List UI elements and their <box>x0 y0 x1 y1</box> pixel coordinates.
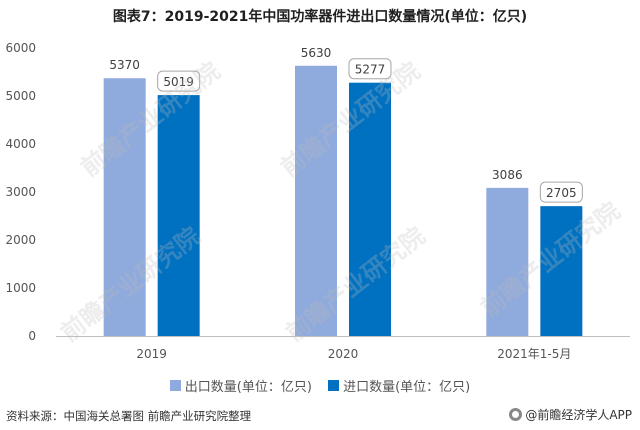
bar-export <box>486 187 529 336</box>
data-label-box <box>157 70 201 92</box>
data-label-export: 5370 <box>109 58 140 72</box>
bar-export <box>103 78 146 337</box>
y-tick-label: 5000 <box>5 89 36 103</box>
chart-title: 图表7：2019-2021年中国功率器件进出口数量情况(单位：亿只) <box>112 9 528 25</box>
legend-label-export: 出口数量(单位：亿只) <box>184 380 312 395</box>
data-label-import: 5019 <box>163 75 194 89</box>
y-tick-label: 3000 <box>5 185 36 199</box>
x-tick-label: 2020 <box>328 347 359 361</box>
bar-export <box>295 65 337 336</box>
legend-item-export: 出口数量(单位：亿只) <box>169 376 312 395</box>
source-note: 资料来源：中国海关总署图 前瞻产业研究院整理 <box>6 409 252 423</box>
legend-label-import: 进口数量(单位：亿只) <box>343 380 471 395</box>
data-label-export: 5630 <box>301 46 332 60</box>
y-tick-label: 2000 <box>5 233 36 247</box>
data-label-box <box>348 58 392 80</box>
data-label-box <box>539 181 583 203</box>
brand-label: @前瞻经济学人APP <box>525 408 632 422</box>
chart-legend: 出口数量(单位：亿只) 进口数量(单位：亿只) <box>0 376 640 395</box>
data-label-import: 2705 <box>546 186 577 200</box>
x-tick-label: 2019 <box>136 347 167 361</box>
bar-import <box>540 206 583 336</box>
brand-logo-icon <box>509 408 523 421</box>
y-tick-label: 0 <box>28 329 36 343</box>
y-tick-label: 4000 <box>5 137 36 151</box>
brand-credit: @前瞻经济学人APP <box>509 406 632 423</box>
x-tick-label: 2021年1-5月 <box>497 347 571 361</box>
legend-swatch-import <box>328 380 340 391</box>
data-label-export: 3086 <box>492 168 523 182</box>
legend-item-import: 进口数量(单位：亿只) <box>328 376 470 395</box>
y-tick-label: 6000 <box>5 41 36 55</box>
legend-swatch-export <box>169 380 181 391</box>
y-tick-label: 1000 <box>5 281 36 295</box>
bar-import <box>349 82 391 336</box>
bar-import <box>157 95 200 336</box>
data-label-import: 5277 <box>355 63 386 77</box>
